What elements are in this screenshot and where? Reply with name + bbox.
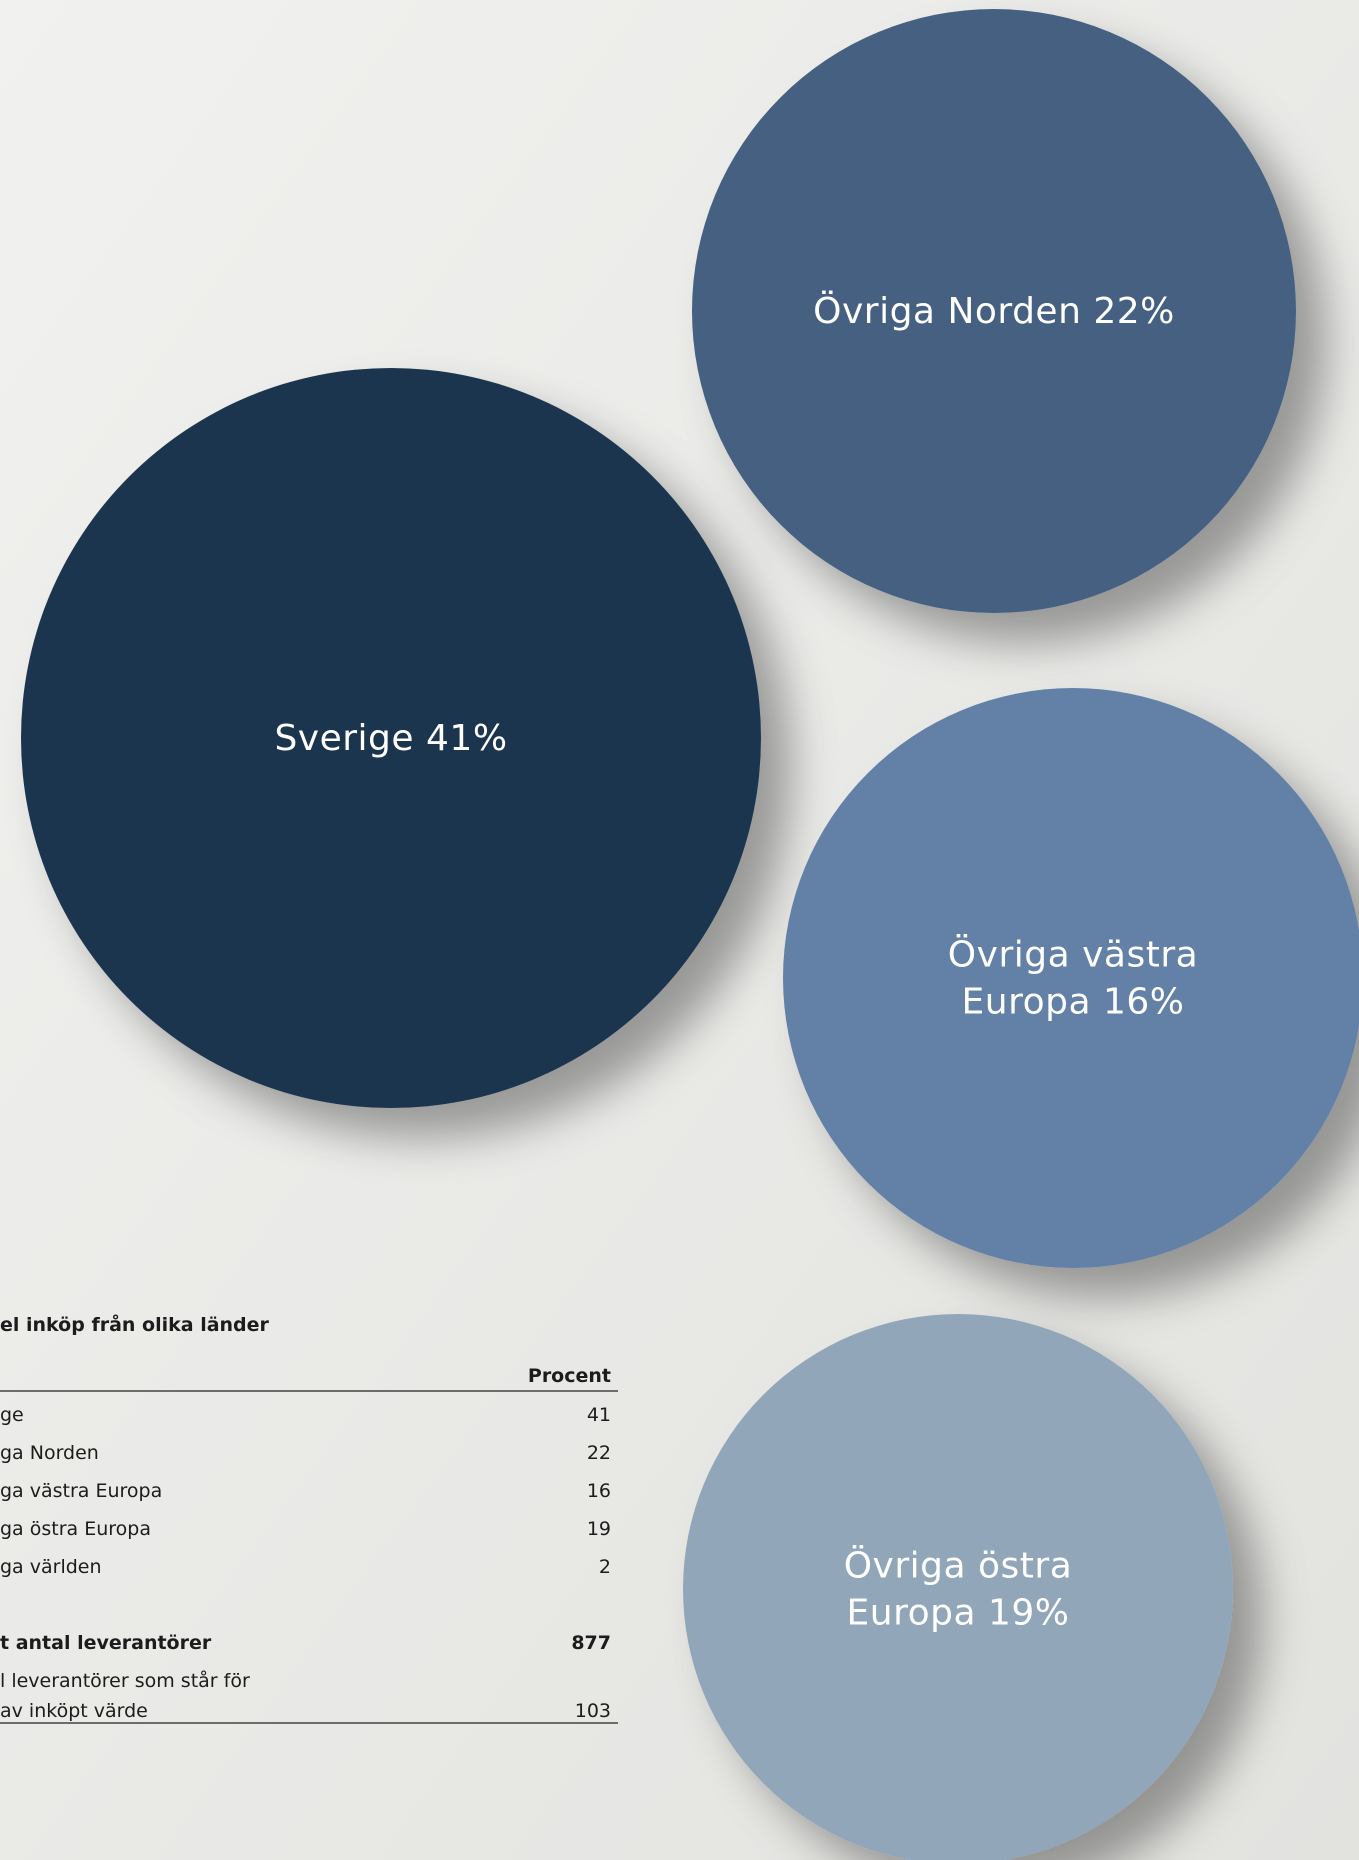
- row-label: ga västra Europa: [0, 1480, 162, 1502]
- circle: [683, 1314, 1233, 1860]
- row-label: ga östra Europa: [0, 1518, 151, 1540]
- row-label: ge: [0, 1404, 24, 1426]
- circle-label: Övriga östra: [844, 1545, 1073, 1587]
- note-value: 103: [575, 1700, 611, 1722]
- circle-label: Europa 19%: [847, 1593, 1070, 1634]
- row-value: 41: [587, 1404, 611, 1426]
- row-value: 2: [599, 1556, 611, 1578]
- note-label: l leverantörer som står för: [0, 1669, 250, 1692]
- circle-label: Övriga Norden 22%: [813, 290, 1175, 332]
- total-value: 877: [571, 1632, 611, 1654]
- page: Sverige 41% Övriga Norden 22% Övriga västr…: [0, 0, 1359, 1860]
- circle-label: Europa 16%: [962, 982, 1185, 1023]
- note-label: av inköpt värde: [0, 1700, 148, 1722]
- table-header: Procent: [528, 1365, 611, 1387]
- row-label: ga Norden: [0, 1442, 99, 1464]
- row-value: 16: [587, 1480, 611, 1502]
- table-title: el inköp från olika länder: [0, 1312, 270, 1336]
- row-label: ga världen: [0, 1556, 102, 1578]
- row-value: 19: [587, 1518, 611, 1540]
- circle-label: Sverige 41%: [274, 718, 507, 759]
- total-label: t antal leverantörer: [0, 1632, 212, 1654]
- row-value: 22: [587, 1442, 611, 1464]
- circle: [783, 688, 1359, 1268]
- circle-label: Övriga västra: [948, 934, 1198, 976]
